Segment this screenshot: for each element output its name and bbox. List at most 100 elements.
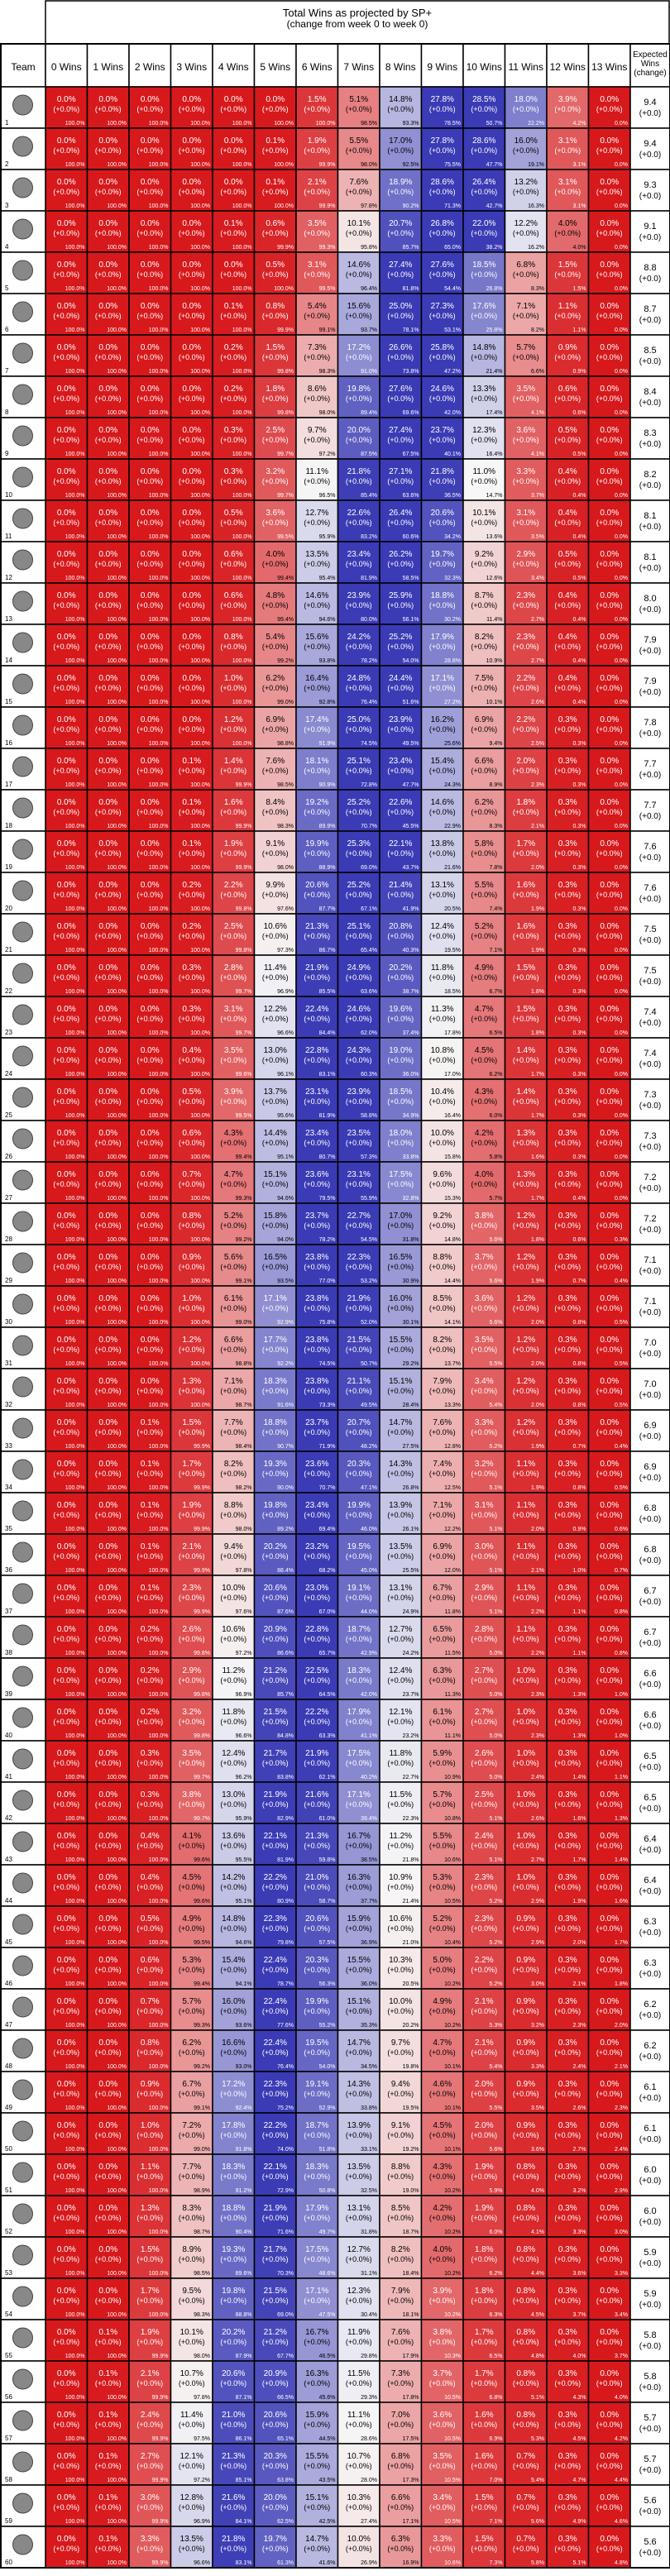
- cell-probability-label: 15.4%: [222, 1956, 245, 1965]
- cell-change-label: (+0.0%): [429, 601, 456, 609]
- cell-cumulative-label: 99.7%: [277, 452, 294, 457]
- cell-probability-label: 3.2%: [182, 1708, 201, 1717]
- cell-cumulative-label: 84.8%: [277, 1733, 294, 1739]
- team-logo-icon: [12, 2244, 33, 2266]
- cell-probability-label: 10.7%: [180, 2369, 203, 2378]
- cell-probability-label: 3.0%: [141, 2493, 160, 2502]
- cell-probability-label: 12.4%: [389, 1666, 412, 1675]
- expected-wins-change: (+0.0): [639, 1474, 661, 1483]
- cell-probability-label: 0.0%: [600, 2493, 619, 2502]
- cell-cumulative-label: 100.0%: [65, 865, 85, 871]
- cell-cumulative-label: 46.0%: [361, 1527, 377, 1532]
- cell-probability-label: 19.5%: [305, 2038, 328, 2048]
- cell-change-label: (+0.0%): [513, 1883, 539, 1891]
- cell-probability-label: 2.1%: [141, 2369, 160, 2378]
- cell-cumulative-label: 97.6%: [236, 1609, 252, 1615]
- cell-cumulative-label: 3.6%: [531, 2147, 544, 2153]
- team-rank-label: 13: [5, 615, 12, 623]
- cell-change-label: (+0.0%): [95, 2545, 122, 2553]
- cell-cumulative-label: 100.0%: [149, 1775, 169, 1780]
- cell-cumulative-label: 61.3%: [277, 2560, 294, 2566]
- cell-probability-label: 23.8%: [305, 1377, 328, 1386]
- cell-cumulative-label: 57.3%: [361, 1154, 377, 1160]
- cell-change-label: (+0.0%): [262, 2172, 289, 2181]
- cell-cumulative-label: 100.0%: [65, 2105, 85, 2111]
- cell-cumulative-label: 97.2%: [194, 2478, 210, 2483]
- cell-cumulative-label: 100.0%: [190, 121, 210, 127]
- cell-cumulative-label: 23.2%: [403, 1733, 419, 1739]
- cell-probability-label: 23.1%: [305, 1087, 328, 1097]
- cell-probability-label: 0.0%: [600, 922, 619, 931]
- cell-probability-label: 16.7%: [347, 1832, 371, 1841]
- cell-cumulative-label: 99.3%: [194, 2023, 210, 2029]
- cell-cumulative-label: 0.5%: [615, 1403, 628, 1408]
- column-header-cell: [170, 43, 213, 88]
- cell-change-label: (+0.0%): [596, 1883, 623, 1891]
- team-rank-label: 36: [5, 1566, 12, 1574]
- expected-wins-cell: [629, 996, 670, 1039]
- cell-probability-label: 0.0%: [182, 136, 201, 146]
- cell-probability-label: 18.3%: [222, 2163, 245, 2172]
- expected-wins-cell: [629, 1244, 670, 1287]
- expected-wins-change: (+0.0): [639, 936, 661, 945]
- cell-change-label: (+0.0%): [471, 2214, 497, 2222]
- cell-change-label: (+0.0%): [429, 436, 456, 444]
- cell-change-label: (+0.0%): [136, 1800, 163, 1809]
- cell-probability-label: 0.3%: [182, 963, 201, 973]
- cell-cumulative-label: 100.0%: [65, 1981, 85, 1987]
- cell-cumulative-label: 100.0%: [190, 1154, 210, 1160]
- column-header-cell: [253, 43, 297, 88]
- cell-cumulative-label: 99.8%: [277, 369, 294, 375]
- heatmap-cell: [337, 582, 380, 625]
- cell-cumulative-label: 33.8%: [403, 1154, 419, 1160]
- cell-cumulative-label: 100.0%: [149, 286, 169, 292]
- cell-probability-label: 5.0%: [433, 1956, 452, 1965]
- cell-change-label: (+0.0%): [136, 973, 163, 982]
- cell-cumulative-label: 100.0%: [107, 2023, 127, 2029]
- cell-probability-label: 23.0%: [305, 1584, 328, 1593]
- cell-change-label: (+0.0%): [95, 932, 122, 940]
- cell-cumulative-label: 47.2%: [444, 369, 461, 375]
- cell-probability-label: 2.3%: [516, 633, 535, 642]
- cell-probability-label: 0.0%: [182, 260, 201, 270]
- expected-wins-change: (+0.0): [639, 1102, 661, 1111]
- cell-change-label: (+0.0%): [387, 146, 414, 155]
- cell-probability-label: 26.4%: [389, 509, 412, 518]
- cell-change-label: (+0.0%): [387, 725, 414, 734]
- expected-wins-value: 8.0: [644, 594, 656, 604]
- cell-probability-label: 0.8%: [266, 302, 285, 311]
- cell-probability-label: 23.7%: [431, 426, 454, 435]
- cell-change-label: (+0.0%): [53, 2421, 79, 2429]
- cell-cumulative-label: 85.5%: [319, 989, 336, 995]
- cell-cumulative-label: 91.9%: [319, 741, 336, 747]
- cell-probability-label: 0.0%: [98, 219, 117, 228]
- cell-probability-label: 0.3%: [558, 2328, 577, 2337]
- heatmap-cell: [420, 210, 464, 253]
- cell-cumulative-label: 0.5%: [615, 1485, 628, 1491]
- cell-change-label: (+0.0%): [596, 2338, 623, 2346]
- cell-probability-label: 0.1%: [182, 757, 201, 766]
- cell-cumulative-label: 5.4%: [531, 2478, 544, 2483]
- cell-change-label: (+0.0%): [262, 1924, 289, 1933]
- heatmap-cell: [45, 789, 89, 832]
- cell-cumulative-label: 100.0%: [190, 989, 210, 995]
- heatmap-cell: [253, 872, 297, 915]
- cell-change-label: (+0.0%): [95, 1015, 122, 1023]
- cell-cumulative-label: 1.7%: [531, 1196, 544, 1202]
- team-logo-icon: [12, 1914, 33, 1935]
- heatmap-cell: [295, 913, 339, 956]
- cell-probability-label: 0.0%: [98, 591, 117, 600]
- cell-change-label: (+0.0%): [554, 560, 581, 568]
- cell-change-label: (+0.0%): [554, 643, 581, 651]
- cell-change-label: (+0.0%): [220, 601, 246, 609]
- cell-change-label: (+0.0%): [179, 436, 205, 444]
- cell-cumulative-label: 86.7%: [319, 948, 336, 953]
- cell-change-label: (+0.0%): [471, 1470, 497, 1478]
- cell-change-label: (+0.0%): [53, 436, 79, 444]
- expected-wins-cell: [629, 2277, 670, 2320]
- heatmap-cell: [170, 293, 213, 336]
- cell-probability-label: 0.1%: [141, 1460, 160, 1469]
- heatmap-cell: [128, 582, 172, 625]
- cell-change-label: (+0.0%): [136, 2048, 163, 2057]
- heatmap-cell: [462, 996, 506, 1039]
